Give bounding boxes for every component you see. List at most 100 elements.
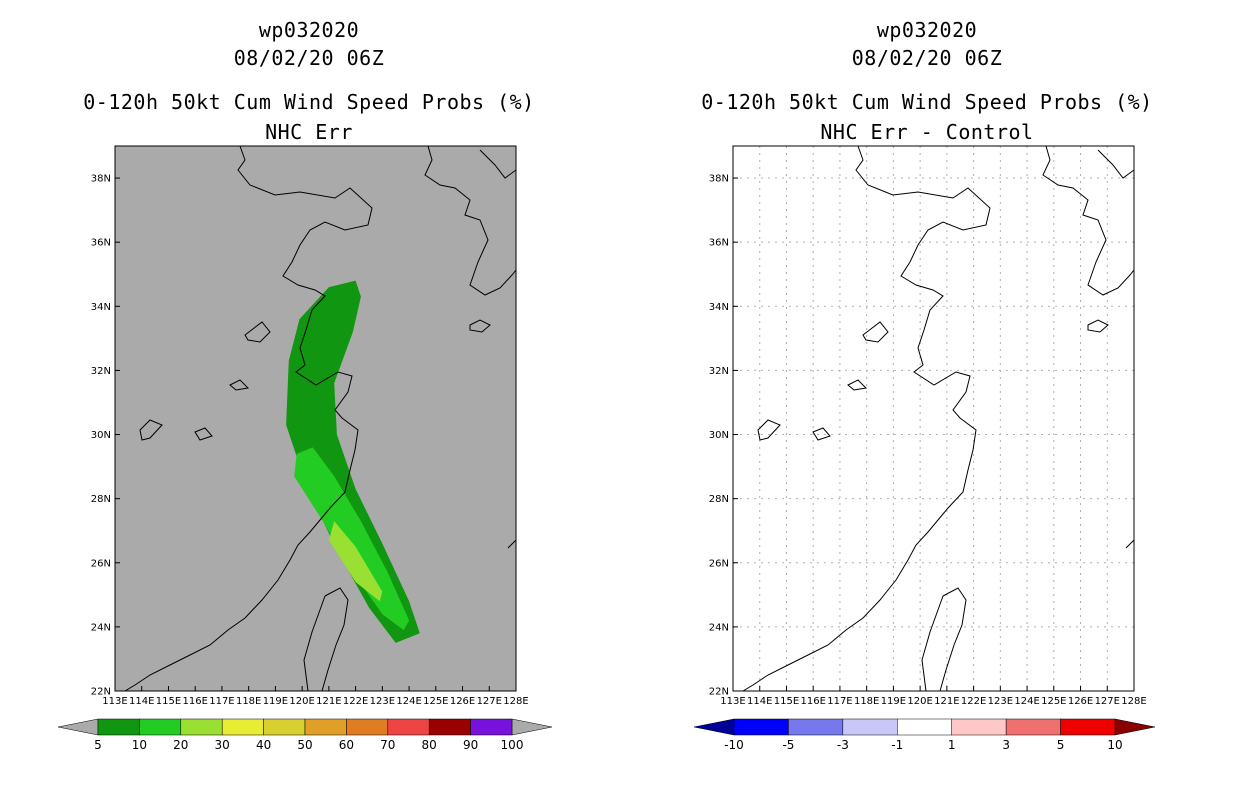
colorbar-label: -3 <box>837 738 849 752</box>
lon-label: 117E <box>209 696 234 707</box>
colorbar-left: 5 10 20 30 40 50 60 70 80 90 100 <box>57 718 553 752</box>
colorbar-label: 100 <box>501 738 524 752</box>
lat-label: 26N <box>91 558 111 569</box>
lat-label: 32N <box>91 366 111 377</box>
colorbar-end-left <box>693 718 735 736</box>
panel-subtitle: NHC Err - Control <box>820 120 1034 144</box>
product-title: 0-120h 50kt Cum Wind Speed Probs (%) <box>83 90 535 114</box>
prob-contour-10 <box>294 447 410 631</box>
product-title: 0-120h 50kt Cum Wind Speed Probs (%) <box>701 90 1153 114</box>
lon-label: 120E <box>907 696 932 707</box>
colorbar-label: 10 <box>1107 738 1122 752</box>
lon-label: 113E <box>720 696 745 707</box>
lon-label: 118E <box>236 696 261 707</box>
lat-label: 36N <box>709 238 729 249</box>
colorbar-label: 40 <box>256 738 271 752</box>
init-time: 08/02/20 06Z <box>233 46 385 70</box>
lon-label: 128E <box>503 696 528 707</box>
lon-label: 127E <box>477 696 502 707</box>
map-right: 22N 24N 26N 28N 30N 32N 34N 36N 38N 113E 114E 115E… <box>693 145 1156 752</box>
colorbar-end-left <box>57 718 99 736</box>
lat-label: 30N <box>91 430 111 441</box>
colorbar-label: 80 <box>422 738 437 752</box>
colorbar-swatch <box>951 718 1007 736</box>
colorbar-swatch <box>470 718 513 736</box>
colorbar-label: 1 <box>948 738 956 752</box>
lat-label: 22N <box>91 687 111 698</box>
colorbar-end-right <box>1114 718 1156 736</box>
colorbar-swatch <box>346 718 389 736</box>
lon-label: 121E <box>316 696 341 707</box>
lat-label: 28N <box>709 494 729 505</box>
map-background <box>733 146 1134 691</box>
panel-subtitle: NHC Err <box>265 120 353 144</box>
colorbar-swatch <box>387 718 430 736</box>
colorbar-label: -5 <box>782 738 794 752</box>
colorbar-swatch <box>733 718 789 736</box>
lat-label: 28N <box>91 494 111 505</box>
prob-contour-20 <box>328 521 383 602</box>
colorbar-label: 20 <box>173 738 188 752</box>
panel-nhc-err: wp032020 08/02/20 06Z 0-120h 50kt Cum Wi… <box>57 18 553 752</box>
lon-label: 115E <box>774 696 799 707</box>
colorbar-label: 5 <box>94 738 102 752</box>
coastline <box>742 145 1135 692</box>
colorbar-swatch <box>428 718 471 736</box>
colorbar-swatch <box>788 718 844 736</box>
lon-label: 120E <box>289 696 314 707</box>
colorbar-label: 50 <box>297 738 312 752</box>
colorbar-swatch <box>180 718 223 736</box>
lon-label: 113E <box>102 696 127 707</box>
colorbar-end-right <box>511 718 553 736</box>
lat-label: 36N <box>91 238 111 249</box>
plot-frame <box>732 145 1135 692</box>
lon-label: 127E <box>1095 696 1120 707</box>
lon-label: 128E <box>1121 696 1146 707</box>
lat-label: 38N <box>709 174 729 185</box>
lon-label: 123E <box>988 696 1013 707</box>
colorbar-label: 60 <box>339 738 354 752</box>
lon-label: 116E <box>800 696 825 707</box>
lon-label: 124E <box>1014 696 1039 707</box>
lon-label: 123E <box>370 696 395 707</box>
lat-label: 34N <box>709 302 729 313</box>
init-time: 08/02/20 06Z <box>851 46 1003 70</box>
colorbar-label: 30 <box>215 738 230 752</box>
lat-label: 38N <box>91 174 111 185</box>
lon-label: 114E <box>747 696 772 707</box>
lon-label: 126E <box>450 696 475 707</box>
lat-label: 24N <box>709 622 729 633</box>
colorbar-swatch <box>263 718 306 736</box>
lon-label: 116E <box>182 696 207 707</box>
lat-label: 26N <box>709 558 729 569</box>
colorbar-label: 5 <box>1057 738 1065 752</box>
storm-id: wp032020 <box>876 18 978 42</box>
colorbar-swatch <box>221 718 264 736</box>
colorbar-swatch <box>97 718 140 736</box>
colorbar-swatch <box>842 718 898 736</box>
map-left: 22N 24N 26N 28N 30N 32N 34N 36N 38N 113E 114E 115E… <box>57 145 553 752</box>
lon-label: 115E <box>156 696 181 707</box>
lat-label: 34N <box>91 302 111 313</box>
prob-contour-5 <box>286 280 420 643</box>
storm-id: wp032020 <box>258 18 360 42</box>
lon-label: 124E <box>396 696 421 707</box>
lon-label: 114E <box>129 696 154 707</box>
colorbar-label: 90 <box>463 738 478 752</box>
lon-label: 125E <box>1041 696 1066 707</box>
lon-label: 122E <box>961 696 986 707</box>
colorbar-label: 3 <box>1002 738 1010 752</box>
colorbar-swatch <box>139 718 182 736</box>
colorbar-label: -1 <box>891 738 903 752</box>
lon-label: 118E <box>854 696 879 707</box>
lon-label: 119E <box>881 696 906 707</box>
colorbar-label: 10 <box>132 738 147 752</box>
colorbar-swatch <box>304 718 347 736</box>
panel-nhc-err-control: wp032020 08/02/20 06Z 0-120h 50kt Cum Wi… <box>618 0 1236 800</box>
colorbar-swatch <box>897 718 952 736</box>
colorbar-right: -10 -5 -3 -1 1 3 5 10 <box>693 718 1156 752</box>
colorbar-swatch <box>1060 718 1116 736</box>
colorbar-label: 70 <box>380 738 395 752</box>
lat-label: 22N <box>709 687 729 698</box>
lon-label: 125E <box>423 696 448 707</box>
